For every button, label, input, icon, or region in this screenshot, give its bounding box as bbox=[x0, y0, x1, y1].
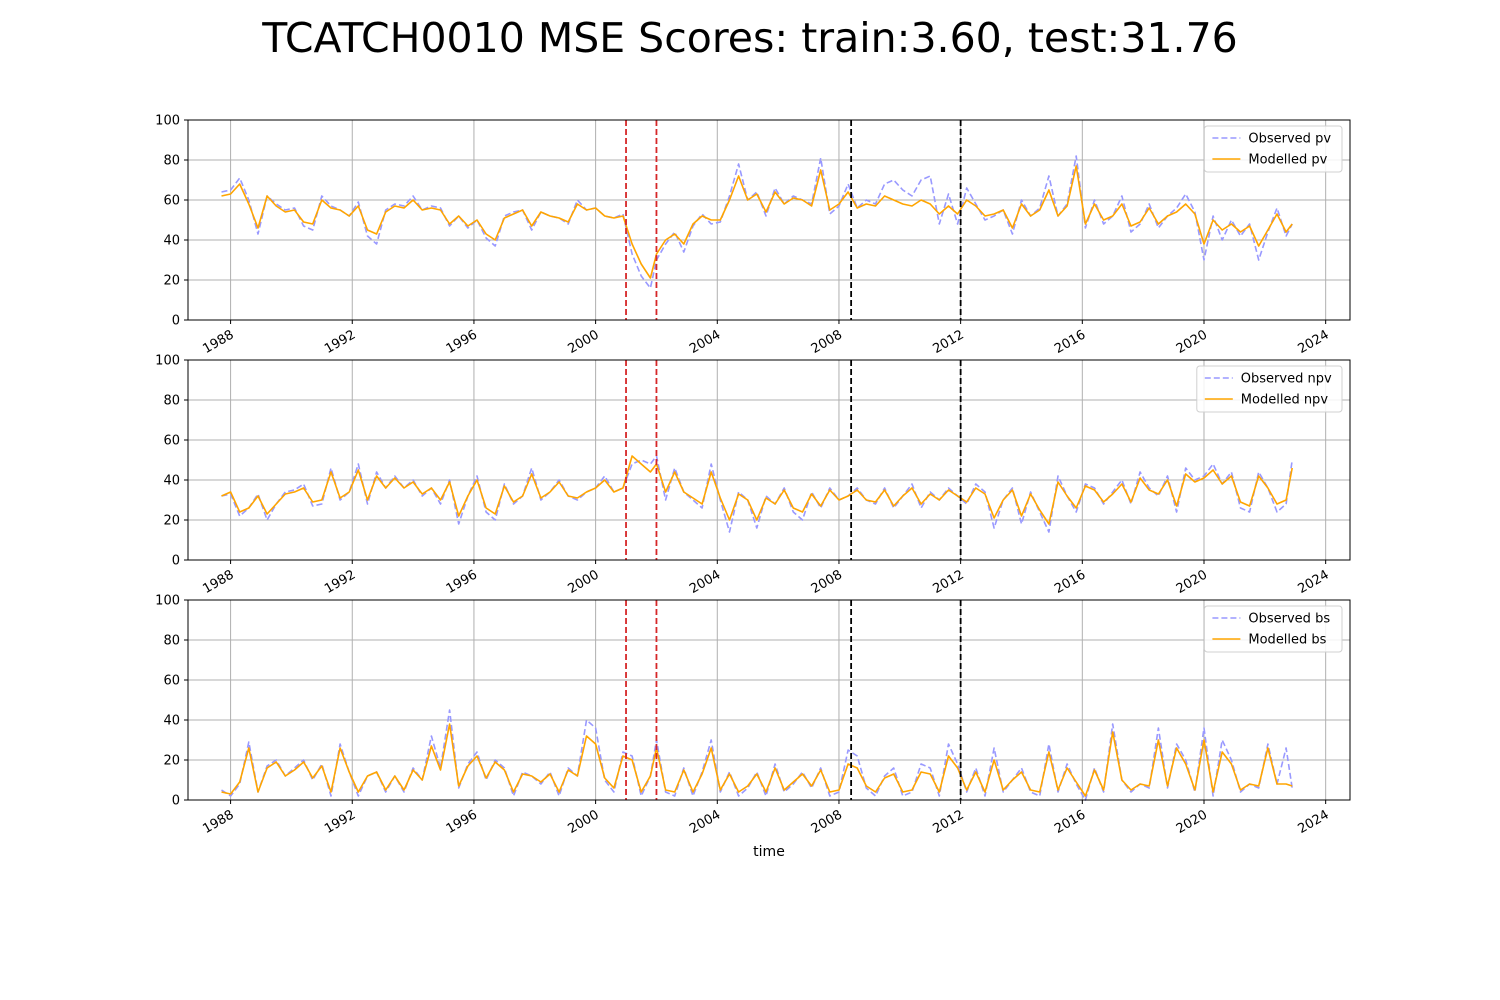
y-tick-label: 100 bbox=[155, 594, 180, 609]
axes-frame bbox=[187, 359, 1351, 561]
legend-box bbox=[1203, 605, 1343, 653]
x-tick-label: 1996 bbox=[444, 567, 480, 597]
x-tick-label: 2016 bbox=[1052, 327, 1088, 357]
y-tick-label: 20 bbox=[163, 514, 180, 529]
series-line-modelled-npv bbox=[221, 455, 1293, 525]
y-tick-label: 40 bbox=[163, 714, 180, 729]
x-tick-label: 2008 bbox=[809, 807, 845, 837]
x-tick-label: 1988 bbox=[200, 567, 236, 597]
x-tick-label: 1992 bbox=[322, 327, 358, 357]
x-tick-label: 2016 bbox=[1052, 567, 1088, 597]
y-tick-label: 100 bbox=[155, 354, 180, 369]
legend-label: Modelled npv bbox=[1241, 393, 1329, 408]
y-tick-label: 60 bbox=[163, 674, 180, 689]
x-tick-label: 2004 bbox=[687, 807, 723, 837]
series-line-modelled-bs bbox=[221, 723, 1293, 797]
x-tick-label: 2024 bbox=[1296, 327, 1332, 357]
y-tick-label: 80 bbox=[163, 394, 180, 409]
x-tick-label: 2000 bbox=[565, 567, 601, 597]
x-tick-label: 2012 bbox=[930, 807, 966, 837]
axes-frame bbox=[187, 599, 1351, 801]
y-tick-label: 40 bbox=[163, 234, 180, 249]
legend-label: Observed bs bbox=[1248, 612, 1330, 627]
x-tick-label: 2020 bbox=[1174, 807, 1210, 837]
x-tick-label: 2024 bbox=[1296, 567, 1332, 597]
y-tick-label: 20 bbox=[163, 274, 180, 289]
x-tick-label: 2020 bbox=[1174, 327, 1210, 357]
legend-box bbox=[1203, 125, 1343, 173]
y-tick-label: 60 bbox=[163, 194, 180, 209]
x-tick-label: 1988 bbox=[200, 327, 236, 357]
y-tick-label: 80 bbox=[163, 154, 180, 169]
x-tick-label: 2020 bbox=[1174, 567, 1210, 597]
y-tick-label: 20 bbox=[163, 754, 180, 769]
y-tick-label: 40 bbox=[163, 474, 180, 489]
legend: Observed pv Modelled pv bbox=[1203, 125, 1343, 173]
series-line-observed-bs bbox=[221, 709, 1293, 801]
x-tick-label: 1992 bbox=[322, 807, 358, 837]
x-tick-label: 2012 bbox=[930, 327, 966, 357]
panel-npv: 0 20 40 60 80 100 1988 1992 1996 2000 2004 2008 2012… bbox=[155, 354, 1351, 597]
x-tick-label: 2024 bbox=[1296, 807, 1332, 837]
y-tick-label: 60 bbox=[163, 434, 180, 449]
series-line-modelled-pv bbox=[221, 165, 1293, 279]
legend-label: Observed npv bbox=[1241, 372, 1332, 387]
x-axis-label: time bbox=[753, 844, 785, 860]
legend-label: Modelled pv bbox=[1248, 153, 1327, 168]
x-tick-label: 2016 bbox=[1052, 807, 1088, 837]
axes-frame bbox=[187, 119, 1351, 321]
figure-title: TCATCH0010 MSE Scores: train:3.60, test:… bbox=[261, 14, 1238, 62]
x-tick-label: 2008 bbox=[809, 567, 845, 597]
x-tick-label: 2000 bbox=[565, 327, 601, 357]
legend: Observed bs Modelled bs bbox=[1203, 605, 1343, 653]
x-tick-label: 2012 bbox=[930, 567, 966, 597]
panel-pv: 0 20 40 60 80 100 1988 1992 1996 2000 2004 2008 2012… bbox=[155, 114, 1351, 357]
x-tick-label: 2000 bbox=[565, 807, 601, 837]
y-tick-label: 0 bbox=[172, 794, 180, 809]
series-line-observed-pv bbox=[221, 155, 1293, 289]
x-tick-label: 1996 bbox=[444, 807, 480, 837]
x-tick-label: 1992 bbox=[322, 567, 358, 597]
x-tick-label: 2004 bbox=[687, 567, 723, 597]
legend-label: Modelled bs bbox=[1248, 633, 1326, 648]
y-tick-label: 0 bbox=[172, 314, 180, 329]
x-tick-label: 2004 bbox=[687, 327, 723, 357]
x-tick-label: 1996 bbox=[444, 327, 480, 357]
y-tick-label: 100 bbox=[155, 114, 180, 129]
legend-label: Observed pv bbox=[1248, 132, 1331, 147]
panel-bs: 0 20 40 60 80 100 1988 1992 1996 2000 2004 2008 2012… bbox=[155, 594, 1351, 837]
legend: Observed npv Modelled npv bbox=[1196, 365, 1343, 413]
y-tick-label: 80 bbox=[163, 634, 180, 649]
y-tick-label: 0 bbox=[172, 554, 180, 569]
x-tick-label: 2008 bbox=[809, 327, 845, 357]
legend-box bbox=[1196, 365, 1343, 413]
x-tick-label: 1988 bbox=[200, 807, 236, 837]
